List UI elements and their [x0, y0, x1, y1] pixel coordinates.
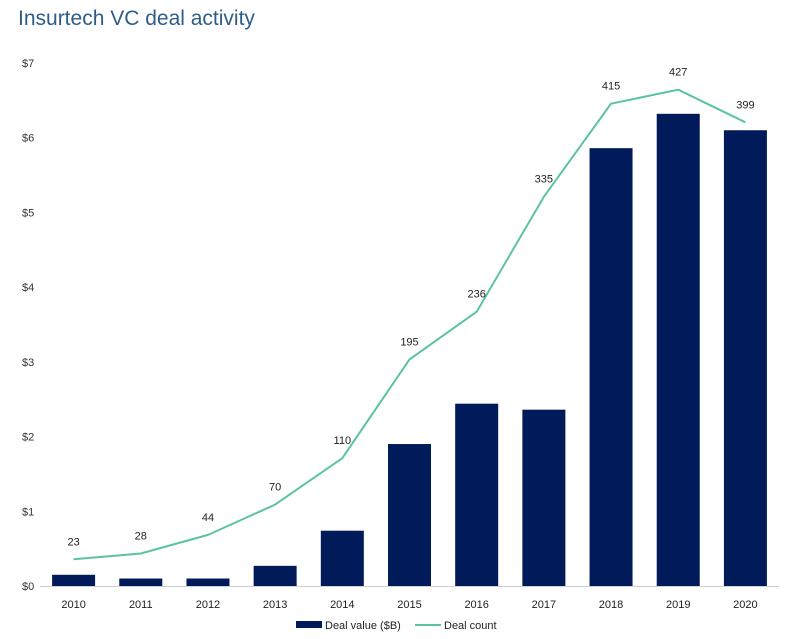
deal-count-data-label: 28 [135, 530, 147, 542]
bar-deal-value [388, 444, 431, 586]
bar-deal-value [522, 409, 566, 586]
deal-count-labels: 23 28 44 70 110 195 236 335 415 427 399 [67, 67, 754, 549]
y-tick-label: $6 [22, 133, 34, 145]
x-tick-label: 2016 [464, 599, 488, 611]
x-tick-label: 2013 [263, 599, 287, 611]
x-tick-label: 2019 [666, 599, 690, 611]
y-axis-ticks: $0 $1 $2 $3 $4 $5 $6 $7 [22, 58, 34, 593]
x-tick-label: 2018 [599, 599, 623, 611]
bar-deal-value [455, 403, 499, 586]
deal-count-data-label: 335 [535, 174, 553, 186]
deal-count-data-label: 70 [269, 482, 281, 494]
y-tick-label: $0 [22, 581, 34, 593]
deal-count-data-label: 110 [334, 435, 352, 447]
bar-series [52, 113, 767, 586]
x-tick-label: 2010 [61, 599, 85, 611]
x-tick-label: 2011 [129, 599, 153, 611]
deal-count-data-label: 399 [736, 99, 754, 111]
x-tick-label: 2015 [397, 599, 421, 611]
deal-count-data-label: 427 [669, 67, 687, 79]
bar-deal-value [320, 530, 364, 586]
bar-deal-value [656, 113, 700, 586]
bar-deal-value [186, 578, 230, 586]
y-tick-label: $3 [22, 357, 34, 369]
y-tick-label: $1 [22, 506, 34, 518]
bar-deal-value [253, 565, 297, 586]
deal-count-data-label: 236 [468, 289, 486, 301]
chart-title: Insurtech VC deal activity [18, 7, 255, 30]
x-axis-ticks: 2010 2011 2012 2013 2014 2015 2016 2017 2018 2019… [61, 599, 757, 611]
y-tick-label: $4 [22, 282, 34, 294]
deal-count-line [73, 88, 746, 561]
bar-deal-value [52, 574, 96, 586]
bar-deal-value [723, 130, 767, 586]
bar-deal-value [119, 578, 163, 586]
legend-label-deal-value: Deal value ($B) [325, 620, 401, 632]
deal-count-data-label: 44 [202, 512, 214, 524]
bar-deal-value [589, 148, 633, 586]
y-tick-label: $7 [22, 58, 34, 70]
deal-count-data-label: 23 [67, 536, 79, 548]
legend: Deal value ($B) Deal count [296, 620, 497, 632]
x-tick-label: 2017 [532, 599, 556, 611]
x-tick-label: 2012 [196, 599, 220, 611]
x-tick-label: 2020 [733, 599, 757, 611]
legend-label-deal-count: Deal count [444, 620, 497, 632]
y-tick-label: $2 [22, 432, 34, 444]
deal-count-data-label: 415 [602, 81, 620, 93]
legend-swatch-deal-value [296, 621, 322, 628]
y-tick-label: $5 [22, 207, 34, 219]
x-tick-label: 2014 [330, 599, 354, 611]
deal-count-data-label: 195 [400, 336, 418, 348]
